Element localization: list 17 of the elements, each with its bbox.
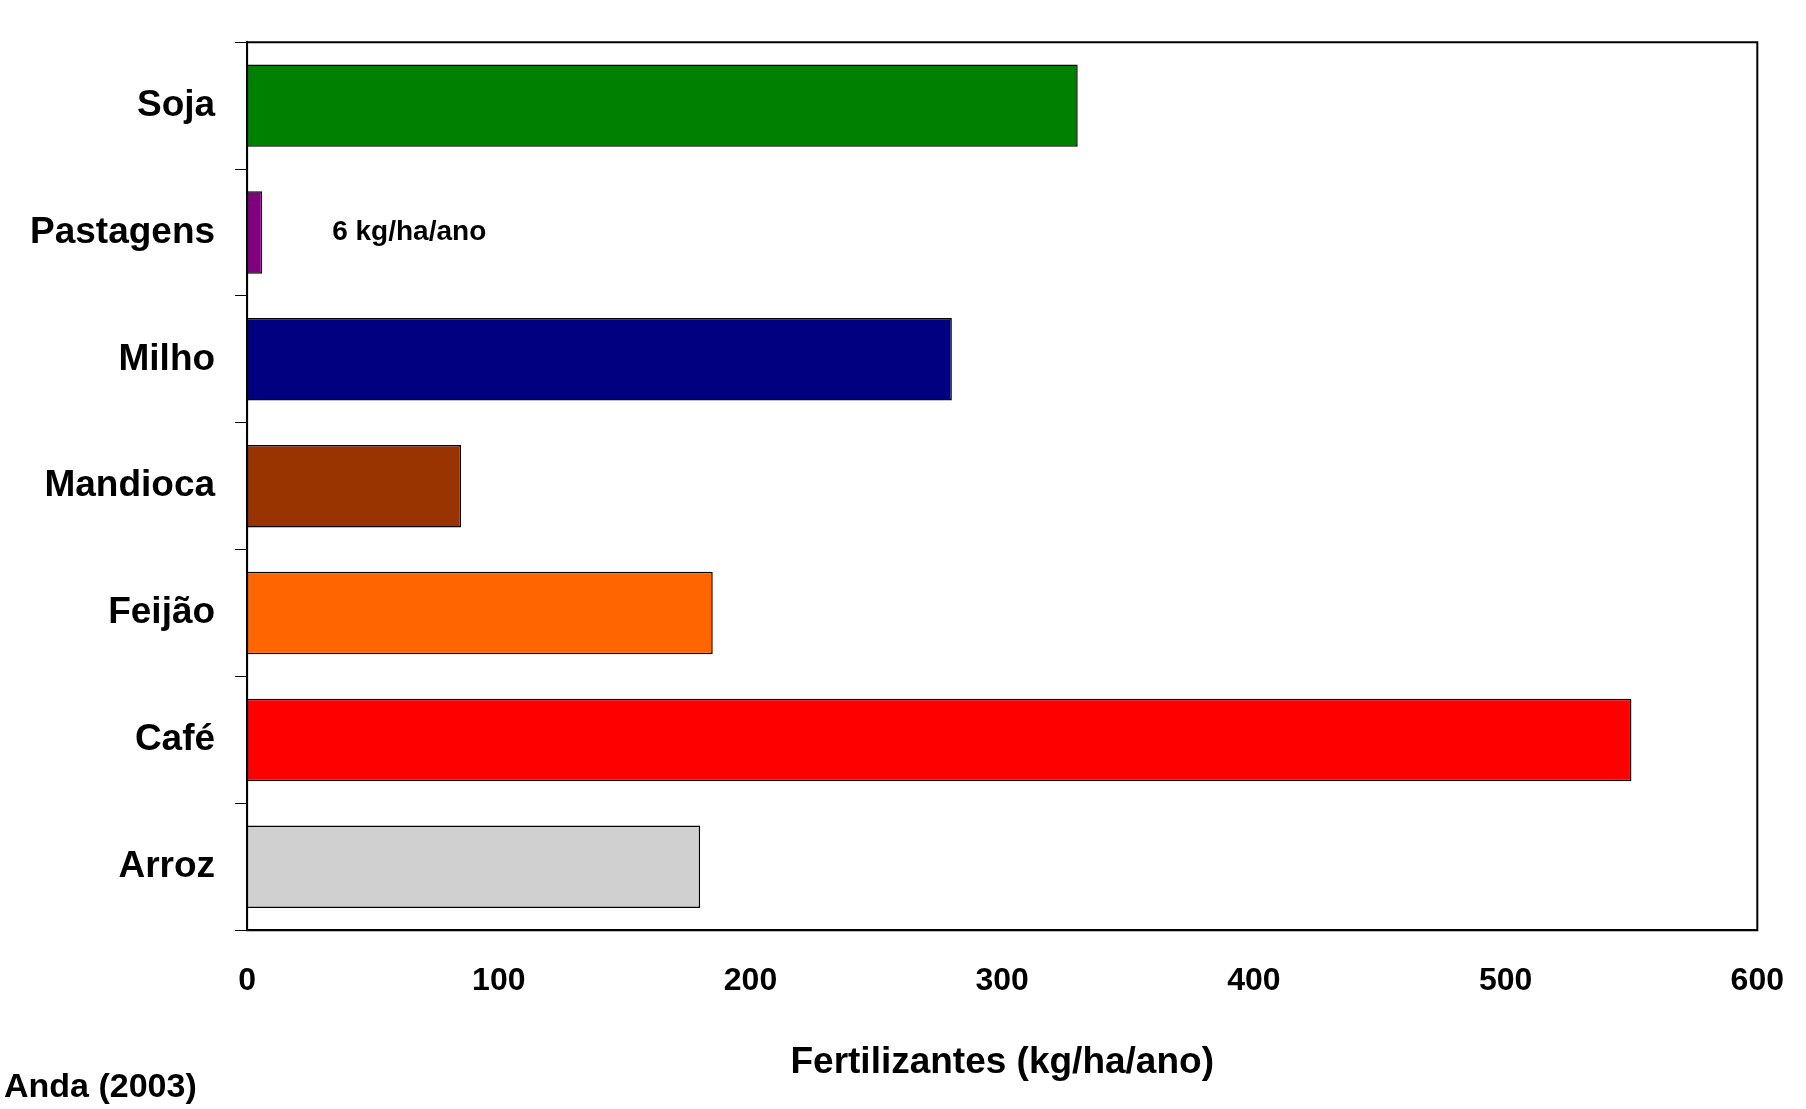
y-tick-label: Soja: [136, 82, 216, 124]
x-tick-label: 400: [1227, 961, 1281, 998]
x-tick-label: 200: [723, 961, 778, 998]
y-tick-label: Arroz: [118, 843, 216, 885]
y-tick-label: Café: [134, 717, 216, 759]
x-tick-label: 0: [238, 961, 256, 998]
x-tick-label: 300: [975, 961, 1029, 998]
text: Anda (2003): [4, 1066, 197, 1104]
y-tick-label: Feijão: [108, 590, 216, 632]
y-tick-label: Mandioca: [44, 463, 216, 505]
x-axis-title: Fertilizantes (kg/ha/ano): [790, 1040, 1214, 1081]
y-tick-label: Milho: [118, 336, 216, 378]
x-tick-label: 500: [1478, 961, 1533, 998]
data-label: 6 kg/ha/ano: [332, 215, 487, 247]
x-tick-label: 600: [1730, 961, 1784, 998]
x-tick-label: 100: [472, 961, 526, 998]
y-tick-label: Pastagens: [30, 209, 216, 251]
